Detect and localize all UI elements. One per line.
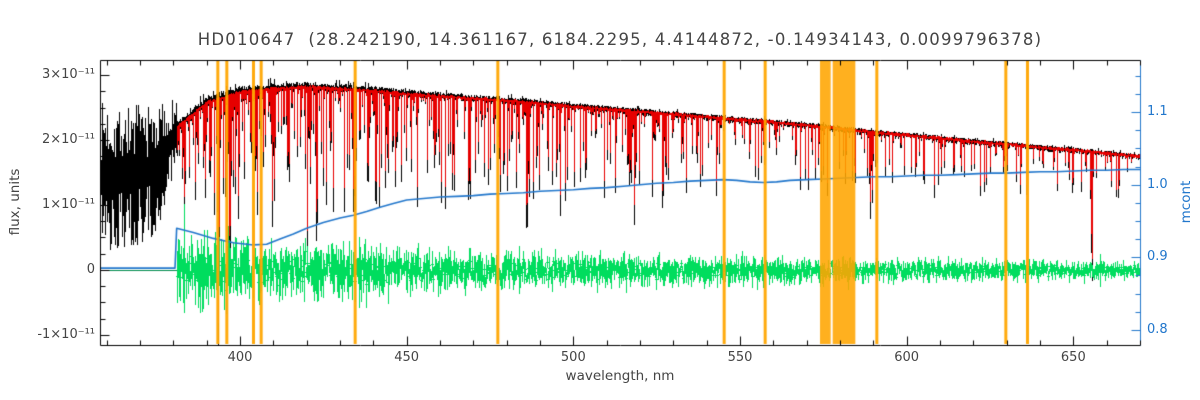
mcont-tick-label: 0.8 (1147, 321, 1168, 337)
mcont-axis-label: mcont (1178, 180, 1194, 224)
wavelength-tick-label: 400 (227, 350, 253, 365)
mcont-tick-label: 1.1 (1147, 104, 1168, 120)
wavelength-tick-label: 450 (394, 350, 420, 365)
wavelength-tick-label: 600 (894, 350, 920, 365)
wavelength-axis-label: wavelength, nm (565, 368, 675, 384)
plot-title: HD010647 (28.242190, 14.361167, 6184.229… (197, 30, 1043, 49)
flux-tick-label: 1×10⁻¹¹ (42, 197, 95, 212)
wavelength-tick-label: 550 (727, 350, 753, 365)
mcont-tick-label: 0.9 (1147, 249, 1168, 265)
flux-tick-label: -1×10⁻¹¹ (37, 326, 95, 342)
mcont-tick-label: 1.0 (1147, 176, 1168, 192)
flux-tick-label: 3×10⁻¹¹ (42, 67, 95, 82)
flux-tick-label: 2×10⁻¹¹ (42, 132, 95, 147)
wavelength-tick-label: 500 (560, 350, 586, 365)
wavelength-tick-label: 650 (1060, 350, 1086, 365)
flux-axis-label: flux, units (7, 168, 23, 236)
flux-tick-label: 0 (86, 261, 95, 277)
